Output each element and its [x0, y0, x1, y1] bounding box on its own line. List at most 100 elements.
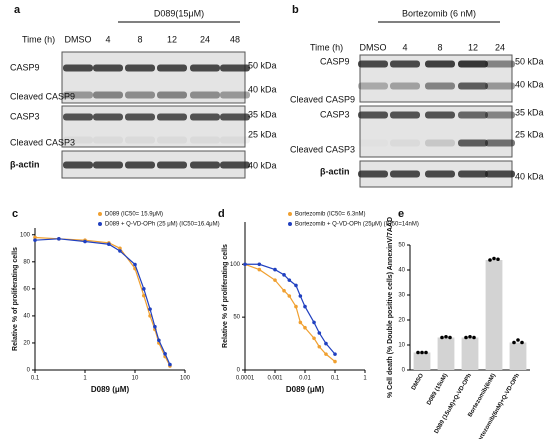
- replicate-point: [468, 334, 472, 339]
- row-label: Cleaved CASP3: [290, 144, 355, 154]
- data-point: [57, 237, 61, 241]
- x-tick-label: 0.001: [267, 376, 283, 382]
- band: [157, 136, 187, 144]
- band: [485, 60, 515, 68]
- band: [63, 64, 93, 72]
- band: [63, 91, 93, 99]
- panel-label: c: [12, 208, 18, 220]
- band: [93, 161, 123, 169]
- band: [458, 111, 488, 119]
- y-tick-label: 20: [23, 341, 30, 347]
- band: [157, 161, 187, 169]
- band: [190, 161, 220, 169]
- data-point: [287, 294, 292, 298]
- marker-label: 40 kDa: [248, 84, 277, 94]
- legend-entry: Bortezomib + Q-VD-OPh (25μM) (IC50=14nM): [295, 222, 419, 228]
- data-point: [33, 235, 37, 240]
- x-tick-label: DMSO: [411, 373, 425, 392]
- series-line: [34, 238, 171, 365]
- bar: [461, 337, 479, 370]
- row-label: CASP3: [320, 109, 350, 119]
- lane-label: 4: [402, 42, 407, 52]
- x-tick-label: 10: [132, 376, 139, 382]
- panel-label: b: [292, 4, 299, 16]
- x-tick-label: 1: [363, 376, 367, 382]
- band: [220, 91, 250, 99]
- band: [157, 91, 187, 99]
- data-point: [118, 246, 122, 251]
- band: [125, 64, 155, 72]
- lane-label: 12: [167, 34, 177, 44]
- replicate-point: [420, 350, 424, 355]
- data-point: [163, 351, 167, 356]
- treatment: Bortezomib (6 nM): [402, 8, 476, 18]
- replicate-point: [448, 335, 452, 340]
- y-tick-label: 50: [398, 243, 405, 249]
- row-label: Cleaved CASP9: [10, 91, 75, 101]
- row-label: CASP3: [10, 111, 40, 121]
- replicate-point: [520, 340, 524, 345]
- band: [425, 170, 455, 178]
- band: [425, 111, 455, 119]
- time-label: Time (h): [22, 34, 55, 44]
- data-point: [333, 352, 337, 356]
- data-point: [33, 238, 37, 242]
- row-label: CASP9: [10, 62, 40, 72]
- data-point: [312, 320, 316, 325]
- row-label: CASP9: [320, 56, 350, 66]
- y-tick-label: 80: [23, 259, 30, 265]
- band: [425, 82, 455, 90]
- data-point: [273, 278, 277, 282]
- data-point: [273, 267, 277, 272]
- data-point: [303, 325, 307, 330]
- band: [93, 136, 123, 144]
- replicate-point: [512, 340, 516, 345]
- band: [157, 113, 187, 121]
- band: [190, 136, 220, 144]
- bar: [485, 260, 503, 370]
- band: [220, 161, 250, 169]
- data-point: [243, 262, 247, 267]
- data-point: [324, 352, 328, 356]
- treatment: D089(15μM): [154, 8, 204, 18]
- marker-label: 40 kDa: [515, 171, 544, 181]
- band: [485, 82, 515, 90]
- row-label: Cleaved CASP9: [290, 94, 355, 104]
- band: [220, 64, 250, 72]
- replicate-point: [492, 256, 496, 261]
- band: [125, 136, 155, 144]
- band: [125, 161, 155, 169]
- band: [220, 136, 250, 144]
- lane-label: 8: [437, 42, 442, 52]
- band: [390, 60, 420, 68]
- band: [93, 64, 123, 72]
- x-tick-label: Bortezomib(6nM)+Q-VD-OPh: [475, 373, 521, 439]
- band: [390, 170, 420, 178]
- band: [358, 170, 388, 178]
- data-point: [312, 336, 316, 341]
- legend-entry: Bortezomib (IC50= 6.3nM): [295, 212, 366, 218]
- x-tick-label: 0.1: [331, 376, 340, 382]
- lane-label: 12: [468, 42, 478, 52]
- y-tick-label: 20: [398, 318, 405, 324]
- band: [157, 64, 187, 72]
- legend-entry: D089 (IC50= 15.9μM): [105, 212, 163, 218]
- lane-label: DMSO: [360, 42, 387, 52]
- data-point: [324, 341, 328, 346]
- band: [358, 82, 388, 90]
- lane-label: 24: [495, 42, 505, 52]
- marker-label: 25 kDa: [515, 129, 544, 139]
- data-point: [168, 362, 172, 367]
- band: [458, 139, 488, 147]
- marker-label: 25 kDa: [248, 129, 277, 139]
- series-line: [34, 236, 171, 367]
- data-point: [142, 293, 146, 298]
- replicate-point: [516, 338, 520, 342]
- replicate-point: [464, 335, 468, 340]
- x-tick-label: 1: [83, 376, 87, 382]
- band: [390, 139, 420, 147]
- lane-label: DMSO: [65, 34, 92, 44]
- y-axis-label: Relative % of proliferating cells: [222, 244, 229, 348]
- replicate-point: [488, 258, 492, 262]
- data-point: [303, 304, 307, 309]
